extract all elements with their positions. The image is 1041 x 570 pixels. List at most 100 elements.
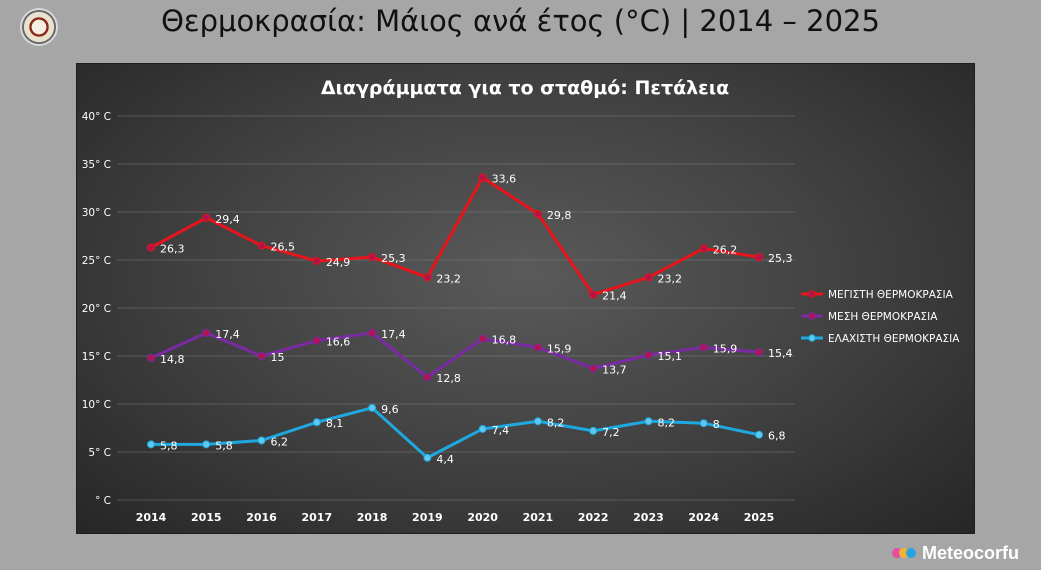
data-point: [533, 417, 542, 426]
y-tick-label: 15° C: [82, 351, 111, 363]
y-tick-label: 30° C: [82, 207, 111, 219]
legend-swatch-marker: [808, 334, 816, 342]
data-point: [533, 209, 542, 218]
station-emblem-icon: [22, 10, 56, 44]
data-point: [589, 364, 598, 373]
data-point: [478, 334, 487, 343]
legend-swatch-marker: [808, 312, 816, 320]
data-label: 15,1: [657, 350, 682, 363]
x-tick-label: 2015: [191, 511, 222, 524]
data-point: [257, 352, 266, 360]
data-point: [202, 328, 211, 337]
data-label: 8,2: [657, 416, 675, 429]
x-tick-label: 2025: [744, 511, 775, 524]
data-label: 5,8: [215, 439, 233, 452]
data-label: 9,6: [381, 403, 399, 416]
data-point: [644, 351, 653, 360]
brand-logo-icon: [891, 546, 918, 560]
data-label: 25,3: [381, 252, 406, 265]
data-point: [312, 418, 321, 427]
data-point: [478, 424, 487, 433]
page-title: Θερμοκρασία: Μάιος ανά έτος (°C) | 2014 …: [161, 4, 880, 38]
x-tick-label: 2019: [412, 511, 443, 524]
data-label: 26,3: [160, 243, 185, 256]
data-label: 29,4: [215, 213, 240, 226]
data-point: [699, 343, 708, 352]
data-label: 8,1: [326, 417, 344, 430]
data-label: 15: [271, 351, 285, 364]
data-label: 26,2: [713, 243, 738, 256]
data-label: 14,8: [160, 353, 185, 366]
data-point: [589, 290, 598, 299]
data-label: 29,8: [547, 209, 572, 222]
series-line: [150, 331, 760, 379]
data-point: [755, 253, 763, 262]
data-label: 6,8: [768, 430, 786, 443]
data-point: [644, 417, 653, 426]
data-point: [423, 273, 432, 282]
line-chart: Διαγράμματα για το σταθμό: Πετάλεια ° C 5°…: [82, 77, 961, 524]
chart-panel: Διαγράμματα για το σταθμό: Πετάλεια ° C 5°…: [76, 63, 975, 534]
data-point: [644, 273, 653, 282]
x-tick-label: 2024: [688, 511, 719, 524]
data-label: 8: [713, 418, 720, 431]
data-point: [257, 436, 266, 445]
brand-name: Meteocorfu: [921, 542, 1019, 563]
x-tick-label: 2017: [302, 511, 333, 524]
y-tick-label: 20° C: [82, 303, 111, 315]
data-point: [368, 253, 377, 262]
x-tick-label: 2016: [246, 511, 277, 524]
data-label: 24,9: [326, 256, 351, 269]
data-point: [533, 343, 542, 352]
data-point: [699, 244, 708, 253]
data-label: 7,4: [492, 424, 510, 437]
y-tick-label: ° C: [95, 495, 111, 507]
y-tick-label: 25° C: [82, 255, 111, 267]
series-line: [151, 406, 760, 460]
legend-label: ΜΕΓΙΣΤΗ ΘΕΡΜΟΚΡΑΣΙΑ: [828, 289, 954, 301]
data-label: 21,4: [602, 290, 627, 303]
data-label: 15,9: [713, 342, 738, 355]
data-point: [257, 241, 266, 250]
data-point: [312, 336, 321, 345]
data-label: 23,2: [436, 272, 461, 285]
series-line: [150, 175, 760, 297]
legend-label: ΜΕΣΗ ΘΕΡΜΟΚΡΑΣΙΑ: [828, 311, 938, 323]
data-point: [423, 453, 432, 462]
chart-title: Διαγράμματα για το σταθμό: Πετάλεια: [321, 77, 729, 99]
data-point: [312, 256, 321, 265]
data-point: [589, 426, 598, 435]
brand: Meteocorfu: [891, 542, 1019, 564]
data-point: [368, 403, 377, 412]
data-label: 16,6: [326, 336, 351, 349]
x-tick-label: 2018: [357, 511, 388, 524]
legend-label: ΕΛΑΧΙΣΤΗ ΘΕΡΜΟΚΡΑΣΙΑ: [828, 333, 960, 345]
data-label: 17,4: [381, 328, 406, 341]
data-label: 26,5: [271, 241, 296, 254]
data-label: 17,4: [215, 328, 240, 341]
data-label: 8,2: [547, 416, 565, 429]
data-point: [202, 440, 211, 449]
data-point: [755, 430, 763, 439]
data-label: 13,7: [602, 363, 627, 376]
x-tick-label: 2020: [467, 511, 498, 524]
data-label: 5,8: [160, 439, 178, 452]
data-label: 25,3: [768, 252, 793, 265]
y-tick-label: 40° C: [82, 111, 111, 123]
data-point: [147, 440, 155, 449]
data-label: 4,4: [436, 453, 454, 466]
data-point: [423, 373, 432, 382]
data-label: 23,2: [657, 272, 682, 285]
data-label: 33,6: [492, 172, 517, 185]
data-label: 16,8: [492, 334, 517, 347]
x-tick-label: 2022: [578, 511, 609, 524]
data-point: [755, 348, 763, 357]
data-point: [368, 328, 377, 337]
y-tick-label: 5° C: [88, 447, 111, 459]
data-point: [699, 419, 708, 428]
data-point: [478, 173, 487, 182]
x-tick-label: 2014: [136, 511, 167, 524]
data-label: 6,2: [271, 435, 289, 448]
data-label: 12,8: [436, 372, 461, 385]
data-label: 7,2: [602, 426, 620, 439]
